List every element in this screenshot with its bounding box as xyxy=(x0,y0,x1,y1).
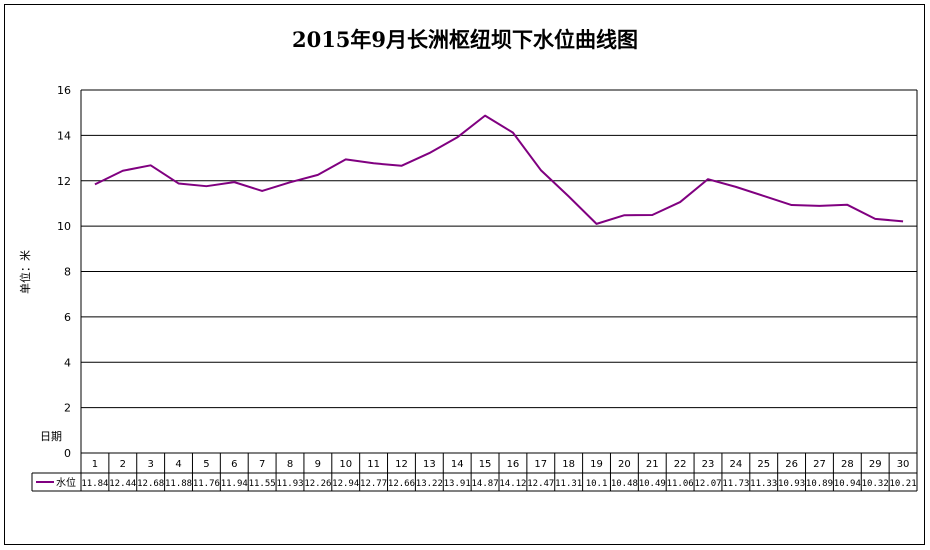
y-tick-label: 12 xyxy=(57,175,71,188)
x-tick-label: 6 xyxy=(231,459,237,470)
x-tick-label: 3 xyxy=(147,459,153,470)
table-value: 11.31 xyxy=(555,479,582,489)
table-value: 10.48 xyxy=(611,479,638,489)
table-value: 13.91 xyxy=(444,479,471,489)
table-value: 14.87 xyxy=(472,479,499,489)
x-tick-label: 7 xyxy=(259,459,265,470)
x-tick-label: 2 xyxy=(120,459,126,470)
x-tick-label: 17 xyxy=(534,459,547,470)
x-tick-label: 24 xyxy=(729,459,742,470)
x-tick-label: 21 xyxy=(646,459,659,470)
chart-title: 2015年9月长洲枢纽坝下水位曲线图 xyxy=(292,27,638,52)
y-tick-label: 6 xyxy=(64,311,71,324)
x-axis-label: 日期 xyxy=(40,430,62,443)
table-value: 12.68 xyxy=(137,479,164,489)
x-tick-label: 5 xyxy=(203,459,209,470)
table-value: 11.76 xyxy=(193,479,220,489)
x-tick-label: 4 xyxy=(175,459,181,470)
y-tick-label: 10 xyxy=(57,220,71,233)
x-tick-label: 1 xyxy=(92,459,98,470)
table-value: 12.26 xyxy=(304,479,331,489)
x-tick-label: 19 xyxy=(590,459,603,470)
table-value: 11.93 xyxy=(276,479,303,489)
x-tick-label: 16 xyxy=(507,459,520,470)
x-tick-label: 29 xyxy=(869,459,882,470)
x-tick-label: 28 xyxy=(841,459,854,470)
legend-label: 水位 xyxy=(56,476,76,489)
x-tick-label: 22 xyxy=(674,459,687,470)
y-tick-labels: 0 2 4 6 8 10 12 14 16 xyxy=(57,84,71,460)
gridlines xyxy=(81,89,917,409)
table-value: 11.33 xyxy=(750,479,777,489)
series-layer xyxy=(94,114,904,225)
y-tick-label: 14 xyxy=(57,129,71,142)
table-value: 10.94 xyxy=(834,479,861,489)
y-tick-label: 8 xyxy=(64,266,71,279)
table-value: 10.32 xyxy=(862,479,889,489)
table-value: 12.07 xyxy=(694,479,721,489)
x-tick-label: 26 xyxy=(785,459,798,470)
table-value: 11.84 xyxy=(81,479,108,489)
x-tick-label: 27 xyxy=(813,459,826,470)
y-tick-label: 16 xyxy=(57,84,71,97)
data-table: 水位 1 11.84 2 12.44 3 12.68 4 11.88 5 11.76 6 11.94 7 1… xyxy=(31,452,918,492)
x-tick-label: 30 xyxy=(897,459,910,470)
series-line xyxy=(94,114,904,225)
y-tick-label: 4 xyxy=(64,356,71,369)
x-tick-label: 9 xyxy=(315,459,321,470)
table-value: 11.94 xyxy=(221,479,248,489)
x-tick-label: 18 xyxy=(562,459,575,470)
table-value: 11.88 xyxy=(165,479,192,489)
table-value: 12.94 xyxy=(332,479,359,489)
x-tick-label: 10 xyxy=(339,459,352,470)
table-value: 12.77 xyxy=(360,479,387,489)
x-tick-label: 14 xyxy=(451,459,464,470)
table-value: 10.21 xyxy=(890,479,917,489)
y-axis-label: 单位：米 xyxy=(18,250,32,294)
table-value: 10.93 xyxy=(778,479,805,489)
table-value: 11.73 xyxy=(722,479,749,489)
x-tick-label: 8 xyxy=(287,459,293,470)
x-tick-label: 12 xyxy=(395,459,408,470)
y-tick-label: 0 xyxy=(64,447,71,460)
y-tick-label: 2 xyxy=(64,402,71,415)
x-tick-label: 13 xyxy=(423,459,436,470)
chart-frame xyxy=(4,4,925,545)
x-tick-label: 20 xyxy=(618,459,631,470)
x-tick-label: 23 xyxy=(702,459,715,470)
table-value: 11.55 xyxy=(249,479,276,489)
table-value: 10.1 xyxy=(586,479,608,489)
x-tick-label: 11 xyxy=(367,459,380,470)
table-value: 12.47 xyxy=(527,479,554,489)
table-value: 10.89 xyxy=(806,479,833,489)
table-value: 13.22 xyxy=(416,479,443,489)
table-value: 14.12 xyxy=(499,479,526,489)
table-value: 12.66 xyxy=(388,479,415,489)
x-tick-label: 15 xyxy=(479,459,492,470)
table-value: 11.06 xyxy=(667,479,694,489)
table-value: 10.49 xyxy=(639,479,666,489)
table-value: 12.44 xyxy=(109,479,136,489)
axes xyxy=(80,90,918,453)
x-tick-label: 25 xyxy=(757,459,770,470)
